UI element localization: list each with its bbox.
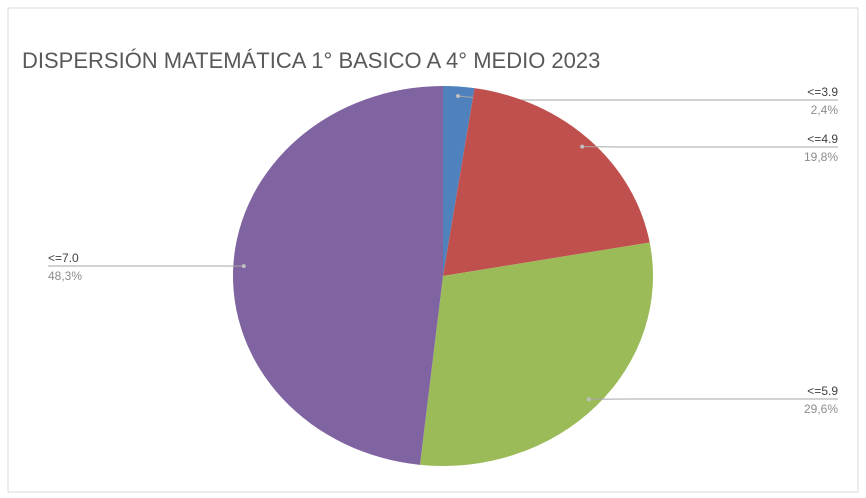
data-label-category: <=4.9 bbox=[807, 132, 838, 146]
data-label-category: <=7.0 bbox=[48, 251, 79, 265]
data-label-value: 2,4% bbox=[811, 103, 839, 117]
pie-slice bbox=[419, 242, 653, 466]
leader-dot bbox=[456, 94, 461, 99]
pie-slice bbox=[443, 88, 650, 276]
chart-title: DISPERSIÓN MATEMÁTICA 1° BASICO A 4° MED… bbox=[22, 48, 600, 73]
leader-dot bbox=[580, 144, 585, 149]
pie-slice bbox=[443, 86, 475, 276]
data-label-category: <=5.9 bbox=[807, 384, 838, 398]
data-label-value: 19,8% bbox=[804, 150, 838, 164]
leader-dot bbox=[586, 397, 591, 402]
data-label-category: <=3.9 bbox=[807, 85, 838, 99]
leader-dot bbox=[241, 264, 246, 269]
pie-slice bbox=[232, 85, 443, 465]
data-label-value: 48,3% bbox=[48, 269, 82, 283]
data-label-value: 29,6% bbox=[804, 402, 838, 416]
